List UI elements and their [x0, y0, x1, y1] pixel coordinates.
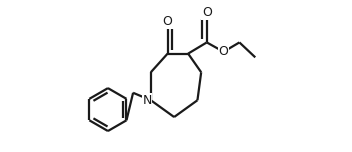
Text: O: O [163, 15, 172, 28]
Text: N: N [143, 94, 152, 107]
Text: O: O [202, 6, 212, 19]
Text: O: O [219, 45, 228, 58]
